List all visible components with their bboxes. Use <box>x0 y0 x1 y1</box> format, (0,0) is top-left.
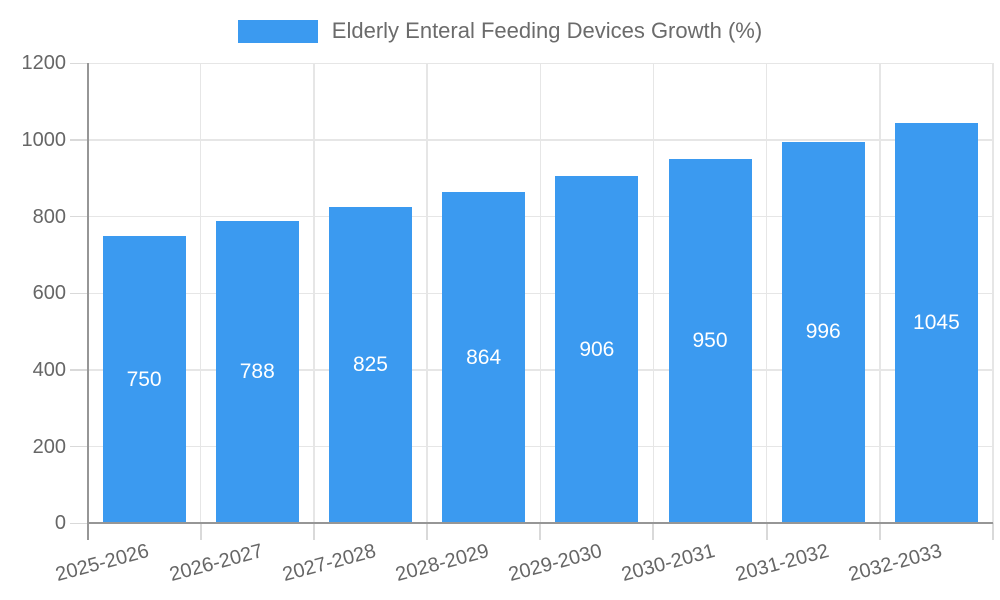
bar[interactable] <box>215 221 299 523</box>
v-gridline <box>313 63 315 524</box>
bar[interactable] <box>781 141 865 523</box>
x-axis-tick <box>652 523 655 541</box>
bar-value-label: 825 <box>352 353 388 377</box>
bar-value-label: 864 <box>466 345 502 369</box>
bar[interactable] <box>328 207 412 523</box>
x-axis-tick <box>199 523 202 541</box>
legend-swatch-icon <box>237 19 318 43</box>
x-tick-label: 2031-2032 <box>732 540 831 587</box>
y-axis-tick <box>69 522 88 525</box>
x-axis-line <box>86 522 993 525</box>
x-axis-tick <box>765 523 768 541</box>
x-tick-label: 2025-2026 <box>53 540 152 587</box>
x-axis-tick <box>312 523 315 541</box>
y-tick-label: 800 <box>32 205 66 228</box>
y-axis-tick <box>69 215 88 218</box>
y-tick-label: 200 <box>32 435 66 458</box>
v-gridline <box>199 63 202 524</box>
y-axis-line <box>86 63 89 541</box>
v-gridline <box>992 63 994 524</box>
bar[interactable] <box>555 176 639 523</box>
bar-value-label: 906 <box>579 337 615 361</box>
bar[interactable] <box>894 122 978 523</box>
y-axis-tick <box>69 292 88 295</box>
x-tick-label: 2030-2031 <box>619 540 718 587</box>
x-tick-label: 2027-2028 <box>280 540 379 587</box>
v-gridline <box>652 63 655 524</box>
y-tick-label: 1000 <box>21 128 67 151</box>
x-axis-tick <box>426 523 429 541</box>
legend-label: Elderly Enteral Feeding Devices Growth (… <box>331 18 763 43</box>
bar[interactable] <box>668 159 752 523</box>
bar-value-label: 788 <box>239 360 275 384</box>
v-gridline <box>426 63 428 524</box>
y-axis-tick <box>69 369 88 371</box>
x-tick-label: 2029-2030 <box>506 540 605 587</box>
y-tick-label: 0 <box>54 512 66 535</box>
bar[interactable] <box>102 235 186 523</box>
x-axis-tick <box>539 523 542 541</box>
legend[interactable]: Elderly Enteral Feeding Devices Growth (… <box>0 17 1000 45</box>
v-gridline <box>539 63 541 524</box>
bar-value-label: 1045 <box>913 311 960 334</box>
x-axis-tick <box>992 523 994 541</box>
x-axis-tick <box>878 523 881 541</box>
y-tick-label: 600 <box>32 282 66 305</box>
x-tick-label: 2026-2027 <box>166 540 265 587</box>
v-gridline <box>879 63 881 524</box>
v-gridline <box>765 63 768 524</box>
x-tick-label: 2032-2033 <box>846 540 945 587</box>
bar-value-label: 950 <box>692 329 728 353</box>
y-tick-label: 400 <box>32 358 66 381</box>
x-tick-label: 2028-2029 <box>393 540 492 587</box>
y-tick-label: 1200 <box>21 52 67 75</box>
y-axis-tick <box>69 62 88 65</box>
y-axis-tick <box>69 445 88 448</box>
bar-value-label: 750 <box>126 367 162 391</box>
y-axis-tick <box>69 139 88 141</box>
bar[interactable] <box>442 192 526 523</box>
bar-value-label: 996 <box>805 320 841 344</box>
